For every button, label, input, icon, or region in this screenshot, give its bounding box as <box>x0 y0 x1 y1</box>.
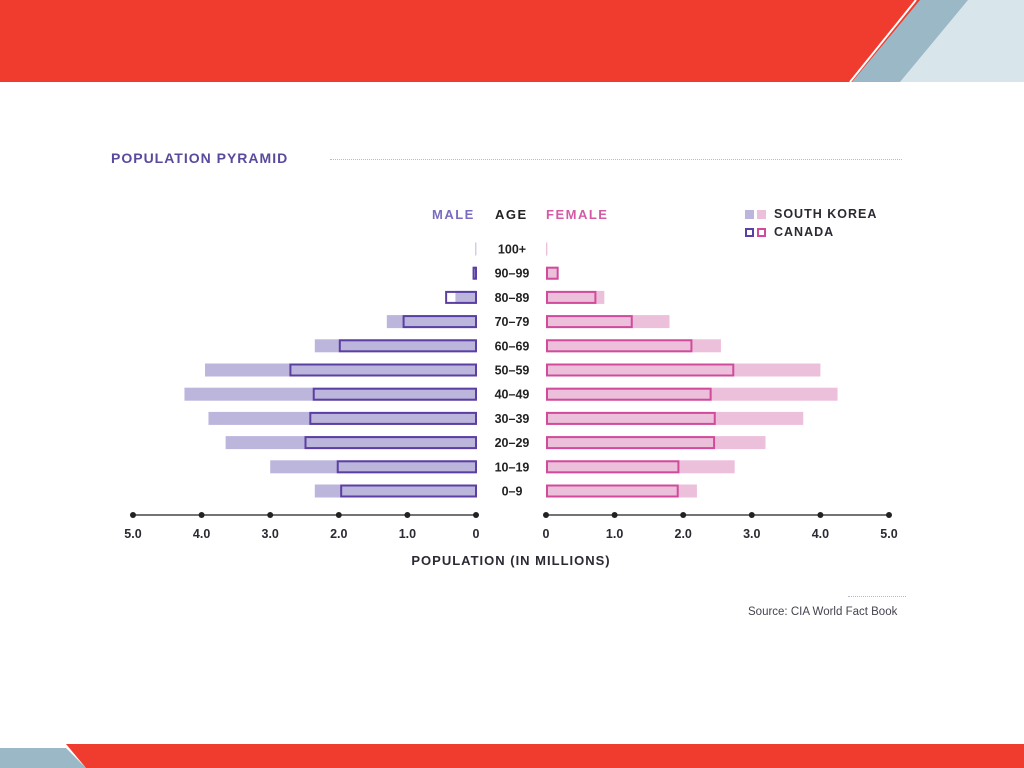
bar-female-south-korea-40-49 <box>546 387 838 401</box>
bar-female-canada-10-19 <box>546 460 680 474</box>
female-tick-dot-3-0 <box>748 512 755 518</box>
female-tick-dot-1-0 <box>611 512 618 518</box>
bar-female-south-korea-100 <box>546 242 548 256</box>
bar-female-canada-40-49 <box>546 387 712 401</box>
legend-swatch-female-south-korea <box>757 210 766 219</box>
bar-male-south-korea-50-59 <box>205 363 476 377</box>
male-header: MALE <box>432 207 475 222</box>
bottom-banner <box>0 744 1024 768</box>
bar-female-south-korea-10-19 <box>546 460 735 474</box>
age-header: AGE <box>495 207 528 222</box>
male-tick-label-2-0: 2.0 <box>330 527 347 541</box>
female-tick-label-4-0: 4.0 <box>812 527 829 541</box>
bar-male-south-korea-0-9 <box>314 484 476 498</box>
male-tick-label-1-0: 1.0 <box>399 527 416 541</box>
legend-label-south-korea: SOUTH KOREA <box>774 207 878 221</box>
legend-label-canada: CANADA <box>774 225 835 239</box>
age-label-90-99: 90–99 <box>495 267 530 281</box>
bar-female-south-korea-30-39 <box>546 411 804 425</box>
male-tick-dot-2-0 <box>335 512 342 518</box>
male-tick-dot-5-0 <box>130 512 136 518</box>
age-label-30-39: 30–39 <box>495 412 530 426</box>
legend-swatch-male-canada <box>745 228 754 237</box>
bottom-banner-red <box>66 744 1024 768</box>
age-label-10-19: 10–19 <box>495 460 530 474</box>
age-label-50-59: 50–59 <box>495 364 530 378</box>
bar-female-south-korea-90-99 <box>546 266 558 280</box>
bar-male-canada-50-59 <box>289 363 477 377</box>
age-label-0-9: 0–9 <box>502 485 523 499</box>
bar-female-canada-90-99 <box>546 266 559 280</box>
male-tick-label-5-0: 5.0 <box>124 527 141 541</box>
population-pyramid-chart: 100+ 90–99 80–89 70–79 60–69 50–59 40–49 30–39 2… <box>124 242 898 568</box>
bar-male-south-korea-100 <box>475 242 477 256</box>
top-banner <box>0 0 1024 82</box>
bottom-banner-blue <box>0 748 86 768</box>
bar-female-south-korea-0-9 <box>546 484 697 498</box>
age-label-60-69: 60–69 <box>495 339 530 353</box>
top-banner-light-stripe <box>900 0 1024 82</box>
bar-female-canada-70-79 <box>546 315 633 329</box>
bar-male-south-korea-30-39 <box>208 411 476 425</box>
bar-male-canada-80-89 <box>445 290 478 304</box>
legend-swatch-male-south-korea <box>745 210 754 219</box>
bar-female-canada-50-59 <box>546 363 735 377</box>
female-tick-label-1-0: 1.0 <box>606 527 623 541</box>
bar-male-canada-20-29 <box>304 436 477 450</box>
bar-male-canada-70-79 <box>402 315 477 329</box>
female-tick-label-0: 0 <box>543 527 550 541</box>
bar-male-south-korea-70-79 <box>386 315 476 329</box>
age-label-40-49: 40–49 <box>495 388 530 402</box>
legend-swatch-female-canada <box>757 228 766 237</box>
female-tick-label-5-0: 5.0 <box>880 527 897 541</box>
bar-male-south-korea-10-19 <box>270 460 476 474</box>
source-divider <box>848 596 906 597</box>
female-tick-dot-4-0 <box>817 512 824 518</box>
bar-female-south-korea-20-29 <box>546 436 766 450</box>
bar-female-south-korea-50-59 <box>546 363 821 377</box>
female-header: FEMALE <box>546 207 609 222</box>
title-divider <box>330 159 902 160</box>
bar-female-canada-60-69 <box>546 339 693 353</box>
bar-female-canada-0-9 <box>546 484 679 498</box>
bar-female-south-korea-70-79 <box>546 315 670 329</box>
female-tick-label-2-0: 2.0 <box>675 527 692 541</box>
male-tick-label-0: 0 <box>473 527 480 541</box>
bar-male-canada-10-19 <box>336 460 477 474</box>
bar-male-canada-90-99 <box>472 266 478 280</box>
male-tick-dot-4-0 <box>198 512 205 518</box>
age-label-80-89: 80–89 <box>495 291 530 305</box>
female-tick-dot-0 <box>543 512 549 518</box>
source-note: Source: CIA World Fact Book <box>748 606 898 618</box>
age-label-20-29: 20–29 <box>495 436 530 450</box>
male-tick-dot-3-0 <box>267 512 274 518</box>
bar-male-canada-0-9 <box>340 484 477 498</box>
male-tick-dot-1-0 <box>404 512 411 518</box>
female-tick-label-3-0: 3.0 <box>743 527 760 541</box>
bar-female-canada-30-39 <box>546 411 716 425</box>
top-banner-red <box>0 0 1024 82</box>
female-tick-dot-5-0 <box>886 512 892 518</box>
male-tick-label-4-0: 4.0 <box>193 527 210 541</box>
male-tick-dot-0 <box>473 512 479 518</box>
bar-male-south-korea-90-99 <box>473 266 476 280</box>
bar-female-canada-20-29 <box>546 436 716 450</box>
bar-female-south-korea-80-89 <box>546 290 605 304</box>
bar-male-south-korea-60-69 <box>314 339 476 353</box>
top-banner-white-line <box>849 0 917 82</box>
x-axis-title: POPULATION (IN MILLIONS) <box>411 553 610 568</box>
age-label-100: 100+ <box>498 243 526 257</box>
bar-male-canada-30-39 <box>309 411 477 425</box>
bar-male-south-korea-80-89 <box>455 290 476 304</box>
bar-male-canada-60-69 <box>338 339 477 353</box>
female-tick-dot-2-0 <box>680 512 687 518</box>
bar-female-south-korea-60-69 <box>546 339 721 353</box>
bar-male-south-korea-20-29 <box>225 436 476 450</box>
bar-male-south-korea-40-49 <box>184 387 476 401</box>
chart-title: POPULATION PYRAMID <box>111 150 289 166</box>
bar-female-canada-80-89 <box>546 290 597 304</box>
age-label-70-79: 70–79 <box>495 315 530 329</box>
bar-male-canada-40-49 <box>312 387 477 401</box>
male-tick-label-3-0: 3.0 <box>262 527 279 541</box>
